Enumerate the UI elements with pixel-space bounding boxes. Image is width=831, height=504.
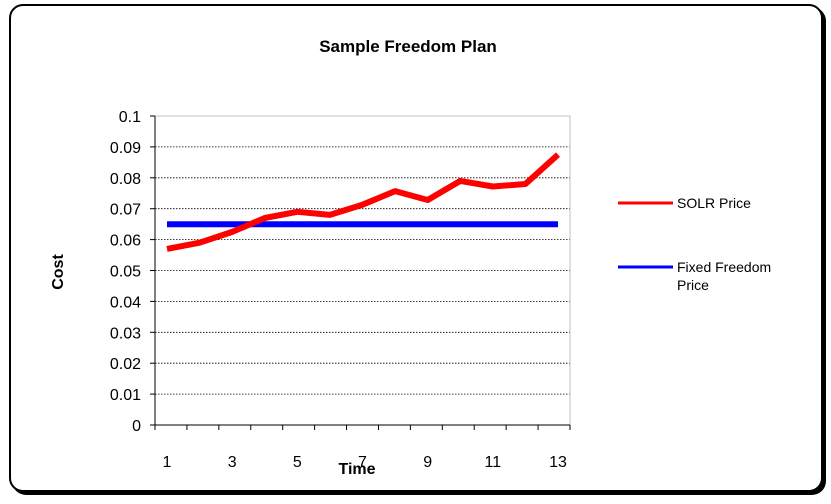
x-axis-label: Time (338, 461, 375, 478)
y-tick-label: 0.1 (119, 109, 141, 126)
x-tick-label: 5 (293, 454, 302, 471)
y-tick-label: 0.06 (110, 233, 141, 250)
x-tick-label: 13 (549, 454, 567, 471)
y-tick-label: 0.05 (110, 264, 141, 281)
legend-label-fixed-freedom-price: Fixed Freedom Price (677, 259, 775, 293)
chart-frame (9, 4, 823, 492)
y-tick-label: 0.01 (110, 387, 141, 404)
y-axis-ticks: 0 0.01 0.02 0.03 0.04 0.05 0.06 0.07 0.08 0.09 0.1 (110, 109, 155, 435)
x-tick-label: 3 (228, 454, 237, 471)
x-tick-label: 1 (163, 454, 172, 471)
legend-label-solr-price: SOLR Price (677, 195, 751, 211)
y-tick-label: 0.02 (110, 356, 141, 373)
y-tick-label: 0.09 (110, 140, 141, 157)
x-tick-label: 11 (485, 454, 502, 471)
x-tick-label: 7 (358, 454, 367, 471)
series-line-solr-price (166, 152, 561, 252)
x-tick-label: 9 (423, 454, 432, 471)
legend: SOLR Price Fixed Freedom Price (618, 195, 775, 293)
y-axis-label: Cost (50, 254, 67, 290)
grid-lines (155, 115, 570, 395)
legend-label-line-2: Price (677, 277, 709, 293)
y-tick-label: 0.04 (110, 294, 141, 311)
y-tick-label: 0.03 (110, 325, 141, 342)
y-tick-label: 0.08 (110, 171, 141, 188)
legend-label-line-1: Fixed Freedom (677, 259, 771, 275)
y-tick-label: 0 (132, 418, 141, 435)
series-lines (166, 152, 561, 252)
y-tick-label: 0.07 (110, 202, 141, 219)
x-axis-ticks: 1 3 5 7 9 11 13 (154, 425, 571, 471)
chart-title: Sample Freedom Plan (319, 37, 497, 56)
